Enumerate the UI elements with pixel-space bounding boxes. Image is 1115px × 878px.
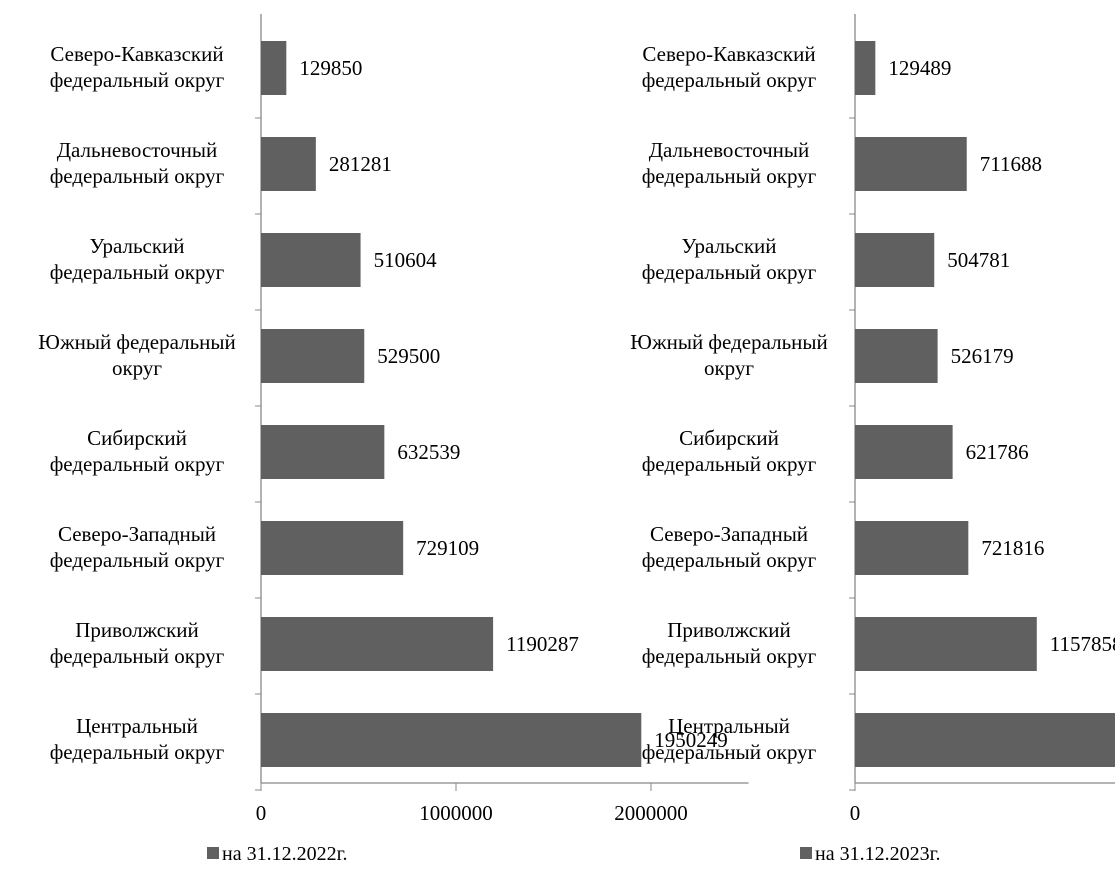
- chart1-category-label: Приволжский: [75, 618, 199, 642]
- chart2-legend-swatch: [800, 847, 812, 859]
- chart2-category-label: Уральский: [681, 234, 776, 258]
- chart2-category-label: Центральный: [668, 714, 790, 738]
- chart1-category-label: Сибирский: [87, 426, 187, 450]
- chart2-category-label: федеральный округ: [642, 548, 817, 572]
- chart1-category-label: Северо-Западный: [58, 522, 216, 546]
- chart1-category-label: Северо-Кавказский: [50, 42, 223, 66]
- chart2-bar: [855, 425, 953, 479]
- chart1-category-label: федеральный округ: [50, 644, 225, 668]
- chart1-value-label: 632539: [397, 440, 460, 464]
- chart2-category-label: федеральный округ: [642, 164, 817, 188]
- chart1-category-label: федеральный округ: [50, 68, 225, 92]
- chart1-value-label: 510604: [374, 248, 438, 272]
- chart2-value-label: 711688: [980, 152, 1042, 176]
- chart2-category-label: Приволжский: [667, 618, 791, 642]
- chart2-value-label: 504781: [947, 248, 1010, 272]
- chart1-value-label: 1190287: [506, 632, 579, 656]
- chart2-bar: [855, 233, 935, 287]
- chart1-category-label: федеральный округ: [50, 164, 225, 188]
- chart2-category-label: Северо-Кавказский: [642, 42, 815, 66]
- chart2-category-label: Северо-Западный: [650, 522, 808, 546]
- chart1-category-label: Центральный: [76, 714, 198, 738]
- chart1-category-label: Южный федеральный: [38, 330, 236, 354]
- chart1-legend-label: на 31.12.2022г.: [222, 843, 348, 865]
- chart2-value-label: 129489: [888, 56, 951, 80]
- chart1-bar: [261, 521, 404, 575]
- chart1-category-label: федеральный округ: [50, 740, 225, 764]
- chart1-category-label: округ: [112, 356, 162, 380]
- chart2-bar: [855, 137, 967, 191]
- chart1-bar: [261, 617, 494, 671]
- chart2-category-label: федеральный округ: [642, 644, 817, 668]
- chart1-x-tick-label: 0: [256, 801, 267, 825]
- chart1-category-label: Уральский: [89, 234, 184, 258]
- chart2-category-label: Сибирский: [679, 426, 779, 450]
- chart1-bar: [261, 137, 316, 191]
- chart2-category-label: федеральный округ: [642, 740, 817, 764]
- chart1-value-label: 529500: [377, 344, 440, 368]
- chart2-bar: [855, 329, 938, 383]
- chart1-legend-swatch: [207, 847, 219, 859]
- chart1-value-label: 729109: [416, 536, 479, 560]
- chart2-bar: [855, 617, 1037, 671]
- chart1-x-tick-label: 2000000: [614, 801, 688, 825]
- chart1-bar: [261, 233, 361, 287]
- chart1-category-label: федеральный округ: [50, 548, 225, 572]
- chart1-x-tick-label: 1000000: [419, 801, 493, 825]
- chart2-value-label: 526179: [951, 344, 1014, 368]
- chart2-value-label: 1157858: [1050, 632, 1115, 656]
- chart2-category-label: Южный федеральный: [630, 330, 828, 354]
- chart2-category-label: федеральный округ: [642, 68, 817, 92]
- chart1-bar: [261, 41, 287, 95]
- chart1-category-label: Дальневосточный: [57, 138, 218, 162]
- chart2-bar: [855, 41, 876, 95]
- chart1-bar: [261, 329, 365, 383]
- chart2-value-label: 721816: [981, 536, 1044, 560]
- chart2-bar: [855, 713, 1115, 767]
- chart1-value-label: 129850: [299, 56, 362, 80]
- chart2-category-label: округ: [704, 356, 754, 380]
- chart2-category-label: федеральный округ: [642, 452, 817, 476]
- chart2-category-label: Дальневосточный: [649, 138, 810, 162]
- chart1-value-label: 1950249: [654, 728, 728, 752]
- chart1-category-label: федеральный округ: [50, 452, 225, 476]
- chart2-x-tick-label: 0: [850, 801, 861, 825]
- chart1-category-label: федеральный округ: [50, 260, 225, 284]
- chart1-bar: [261, 425, 385, 479]
- chart2-category-label: федеральный округ: [642, 260, 817, 284]
- chart1-bar: [261, 713, 642, 767]
- chart2-bar: [855, 521, 969, 575]
- chart1-value-label: 281281: [329, 152, 392, 176]
- chart2-legend-label: на 31.12.2023г.: [815, 843, 941, 865]
- chart2-value-label: 621786: [966, 440, 1029, 464]
